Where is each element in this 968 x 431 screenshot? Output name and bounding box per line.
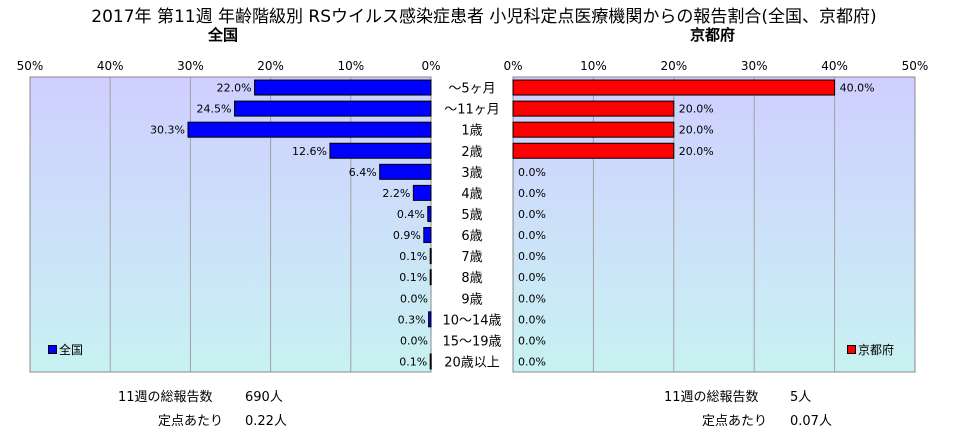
national-plot-area (29, 76, 432, 373)
national-total-value: 690人 (245, 390, 283, 405)
kyoto-plot-area (512, 76, 916, 373)
national-tick-label: 30% (177, 59, 204, 73)
category-label: 6歳 (461, 229, 482, 244)
national-panel-title: 全国 (208, 26, 239, 44)
chart-title: 2017年 第11週 年齢階級別 RSウイルス感染症患者 小児科定点医療機関から… (91, 7, 877, 27)
category-label: 9歳 (461, 292, 482, 307)
category-label: 15～19歳 (442, 334, 501, 349)
national-tick-label: 50% (17, 59, 44, 73)
national-bar (412, 184, 432, 201)
national-tick-label: 40% (97, 59, 124, 73)
kyoto-value-label: 40.0% (840, 82, 875, 95)
national-value-label: 0.0% (400, 292, 428, 305)
national-value-label: 0.4% (397, 208, 425, 221)
category-label: ～5ヶ月 (448, 82, 495, 97)
kyoto-value-label: 0.0% (518, 229, 546, 242)
national-total-label: 11週の総報告数 (118, 390, 213, 405)
national-bar (234, 100, 432, 117)
kyoto-value-label: 0.0% (518, 208, 546, 221)
national-bar (329, 142, 432, 159)
national-value-label: 0.9% (393, 229, 421, 242)
category-label: 10～14歳 (442, 313, 501, 328)
kyoto-tick-label: 30% (741, 59, 768, 73)
kyoto-value-label: 0.0% (518, 292, 546, 305)
kyoto-bar (512, 79, 836, 96)
kyoto-bar (512, 100, 675, 117)
category-label: 20歳以上 (444, 355, 500, 370)
category-label: 7歳 (461, 250, 482, 265)
kyoto-value-label: 0.0% (518, 187, 546, 200)
kyoto-legend-swatch (847, 345, 856, 354)
kyoto-tick-label: 20% (660, 59, 687, 73)
kyoto-per-label: 定点あたり (702, 414, 768, 429)
kyoto-panel-title: 京都府 (690, 26, 736, 44)
category-label: 2歳 (461, 145, 482, 160)
kyoto-value-label: 0.0% (518, 313, 546, 326)
national-value-label: 30.3% (150, 124, 185, 137)
kyoto-total-value: 5人 (790, 390, 812, 405)
kyoto-per-value: 0.07人 (790, 414, 832, 429)
kyoto-tick-label: 0% (503, 59, 522, 73)
national-bar (254, 79, 432, 96)
national-tick-label: 0% (421, 59, 440, 73)
category-label: 3歳 (461, 166, 482, 181)
national-legend: 全国 (48, 341, 83, 358)
kyoto-legend: 京都府 (847, 341, 894, 358)
kyoto-bar (512, 121, 675, 138)
kyoto-value-label: 0.0% (518, 250, 546, 263)
national-tick-label: 20% (257, 59, 284, 73)
national-value-label: 12.6% (292, 145, 327, 158)
category-label: 8歳 (461, 271, 482, 286)
national-legend-swatch (48, 345, 57, 354)
kyoto-tick-label: 40% (821, 59, 848, 73)
national-value-label: 24.5% (197, 103, 232, 116)
kyoto-tick-label: 10% (580, 59, 607, 73)
national-value-label: 22.0% (217, 82, 252, 95)
national-bar (428, 311, 432, 328)
category-label: ～11ヶ月 (444, 103, 500, 118)
national-bar (427, 205, 432, 222)
national-bar (423, 227, 432, 244)
national-bar (429, 353, 432, 370)
national-per-label: 定点あたり (158, 414, 224, 429)
kyoto-value-label: 20.0% (679, 103, 714, 116)
national-value-label: 0.0% (400, 334, 428, 347)
national-value-label: 0.3% (398, 313, 426, 326)
kyoto-bar (512, 142, 675, 159)
category-label: 5歳 (461, 208, 482, 223)
category-label: 1歳 (461, 124, 482, 139)
national-tick-label: 10% (337, 59, 364, 73)
national-value-label: 2.2% (382, 187, 410, 200)
national-legend-label: 全国 (59, 343, 84, 357)
national-value-label: 6.4% (349, 166, 377, 179)
kyoto-value-label: 20.0% (679, 124, 714, 137)
kyoto-value-label: 0.0% (518, 334, 546, 347)
national-bar (429, 248, 432, 265)
kyoto-value-label: 0.0% (518, 355, 546, 368)
national-value-label: 0.1% (399, 250, 427, 263)
national-bar (429, 269, 432, 286)
national-per-value: 0.22人 (245, 414, 287, 429)
kyoto-legend-label: 京都府 (858, 343, 895, 357)
kyoto-tick-label: 50% (902, 59, 929, 73)
national-bar (187, 121, 432, 138)
national-bar (379, 163, 432, 180)
kyoto-value-label: 0.0% (518, 271, 546, 284)
category-label: 4歳 (461, 187, 482, 202)
kyoto-value-label: 0.0% (518, 166, 546, 179)
kyoto-total-label: 11週の総報告数 (664, 390, 759, 405)
kyoto-value-label: 20.0% (679, 145, 714, 158)
national-value-label: 0.1% (399, 271, 427, 284)
national-value-label: 0.1% (399, 355, 427, 368)
